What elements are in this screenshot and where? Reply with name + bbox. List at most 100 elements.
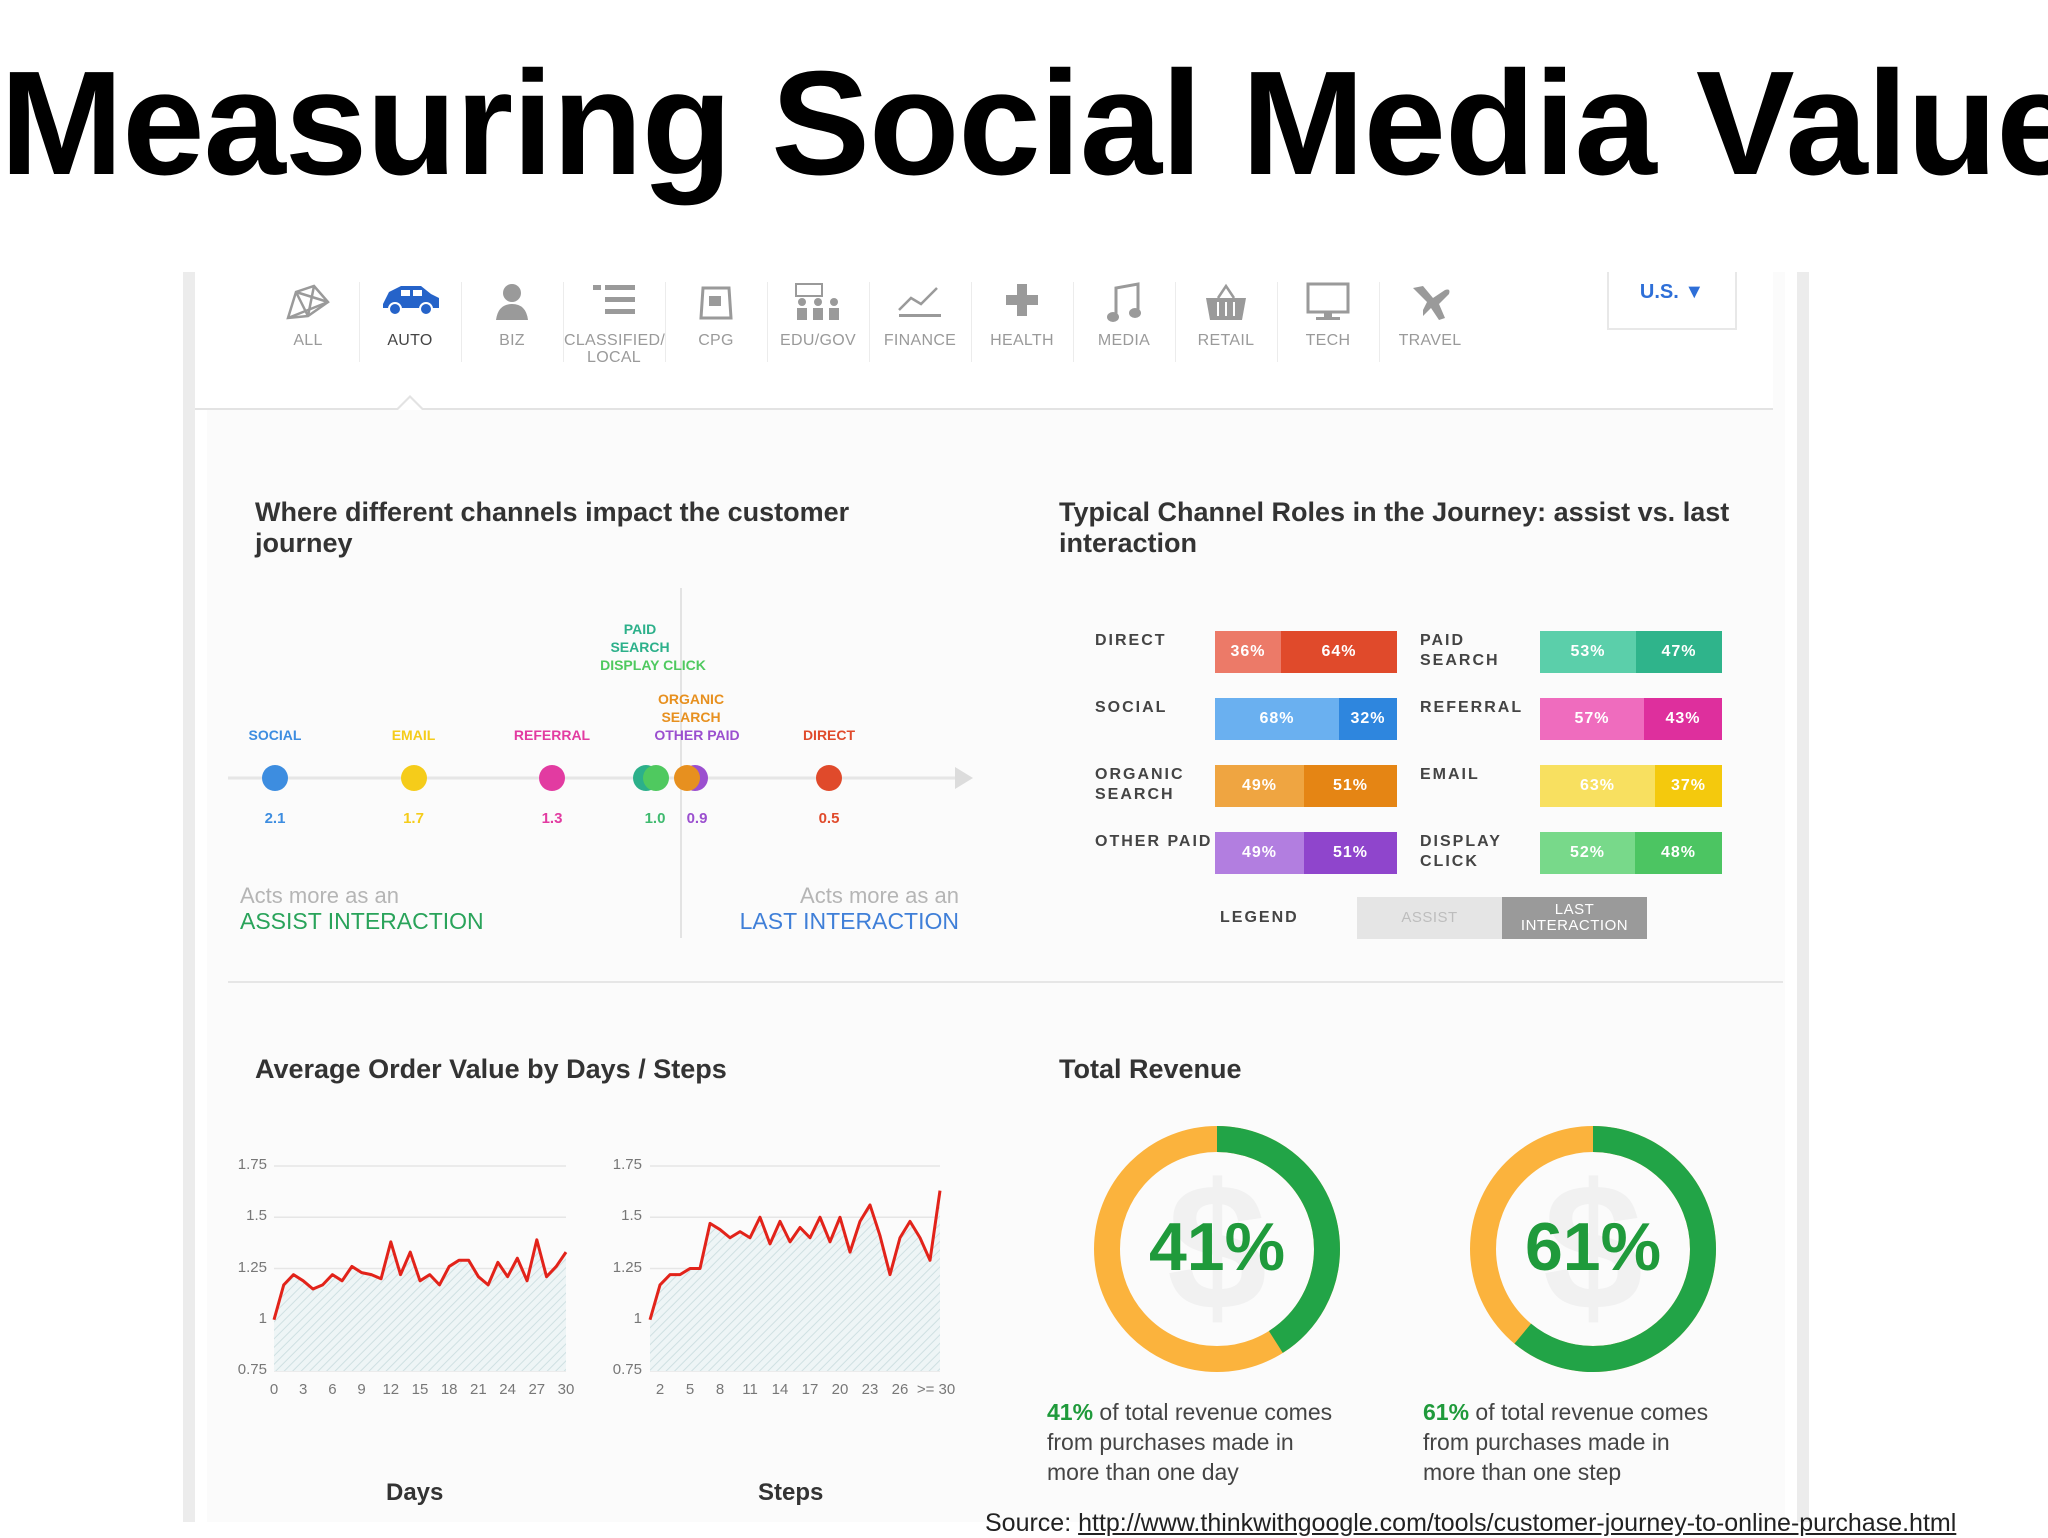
- network-chart-icon: [258, 272, 358, 332]
- source-link[interactable]: http://www.thinkwithgoogle.com/tools/cus…: [1078, 1509, 1957, 1537]
- channel-dot-referral: [539, 765, 565, 791]
- tab-label: TECH: [1305, 332, 1351, 349]
- channel-value: 2.1: [264, 810, 286, 827]
- aov-x-tick-days: 3: [299, 1381, 308, 1398]
- tab-biz[interactable]: BIZ: [462, 272, 562, 377]
- role-label-line2: SEARCH: [1095, 786, 1175, 803]
- role-label-line1: DISPLAY: [1420, 833, 1502, 850]
- steps-revenue-pct: 61%: [1423, 1399, 1470, 1425]
- aov-y-tick: 1.5: [621, 1207, 642, 1225]
- days-revenue-line2: from purchases made in: [1047, 1429, 1294, 1455]
- channel-dot-social: [262, 765, 288, 791]
- role-bar: 49% 51%: [1215, 765, 1397, 807]
- legend-last-line1: LAST: [1554, 901, 1595, 918]
- role-bar-last: 51%: [1304, 765, 1397, 807]
- role-bar-assist: 53%: [1540, 631, 1636, 673]
- role-bar-last: 64%: [1281, 631, 1397, 673]
- tab-label: CLASSIFIED/: [564, 332, 666, 349]
- music-note-icon: [1074, 272, 1174, 332]
- assist-caption: ASSIST INTERACTION: [240, 908, 484, 934]
- days-axis-title: Days: [386, 1479, 444, 1506]
- role-bar: 36% 64%: [1215, 631, 1397, 673]
- tab-edu-gov[interactable]: EDU/GOV: [768, 272, 868, 377]
- tab-label: RETAIL: [1197, 332, 1255, 349]
- tab-label: MEDIA: [1097, 332, 1151, 349]
- aov-area: [274, 1239, 566, 1371]
- tab-auto[interactable]: AUTO: [360, 272, 460, 377]
- role-label-line1: PAID: [1420, 632, 1466, 649]
- role-label-line1: EMAIL: [1420, 766, 1480, 783]
- channel-label: REFERRAL: [513, 727, 591, 743]
- dollar-icon: $: [1167, 1147, 1267, 1348]
- aov-x-tick-steps: 2: [655, 1381, 665, 1398]
- tab-label: ALL: [293, 332, 323, 349]
- tab-classified-local[interactable]: CLASSIFIED/LOCAL: [564, 272, 666, 377]
- role-bar-last: 48%: [1635, 832, 1722, 874]
- source-citation: Source: http://www.thinkwithgoogle.com/t…: [985, 1509, 1956, 1538]
- airplane-icon: [1380, 272, 1480, 332]
- channel-dot-display-click: [642, 765, 669, 791]
- active-tab-caret: [396, 395, 424, 410]
- aov-x-tick-days: 6: [328, 1381, 337, 1398]
- tab-all[interactable]: ALL: [258, 272, 358, 377]
- role-label: REFERRAL: [1420, 698, 1523, 718]
- tab-tech[interactable]: TECH: [1278, 272, 1378, 377]
- tab-separator: [1379, 282, 1380, 362]
- tab-finance[interactable]: FINANCE: [870, 272, 970, 377]
- channel-label: SOCIAL: [248, 727, 302, 743]
- steps-revenue-line3: more than one step: [1423, 1459, 1622, 1485]
- channel-value: 1.7: [403, 810, 424, 827]
- aov-x-tick-steps: 8: [715, 1381, 725, 1398]
- tab-label: EDU/GOV: [780, 332, 856, 349]
- role-bar: 49% 51%: [1215, 832, 1397, 874]
- aov-x-tick-days: 24: [499, 1381, 516, 1398]
- person-icon: [462, 272, 562, 332]
- tab-health[interactable]: HEALTH: [972, 272, 1072, 377]
- role-label-line2: SEARCH: [1420, 652, 1500, 669]
- aov-x-tick-days: 0: [269, 1381, 279, 1398]
- roles-title-line2: interaction: [1059, 528, 1198, 558]
- role-bar-last: 32%: [1339, 698, 1397, 740]
- dollar-icon: $: [1543, 1147, 1643, 1348]
- role-bar-last: 37%: [1655, 765, 1722, 807]
- days-revenue-line3: more than one day: [1047, 1459, 1239, 1485]
- tab-retail[interactable]: RETAIL: [1176, 272, 1276, 377]
- aov-y-tick: 1.75: [612, 1156, 642, 1173]
- aov-x-tick-steps: 5: [685, 1381, 695, 1398]
- aov-line: [272, 1238, 568, 1321]
- tab-label: LOCAL: [587, 349, 641, 366]
- package-icon: [666, 272, 766, 332]
- legend-assist: ASSIST: [1357, 897, 1502, 939]
- steps-revenue-line2: from purchases made in: [1423, 1429, 1670, 1455]
- channel-dot-direct: [816, 765, 842, 791]
- role-label: PAID SEARCH: [1420, 631, 1500, 671]
- role-label-line1: ORGANIC: [1095, 766, 1185, 783]
- tab-travel[interactable]: TRAVEL: [1380, 272, 1480, 377]
- aov-x-tick-steps: 14: [771, 1381, 789, 1398]
- stack-label-organic-other: SEARCH: [661, 709, 721, 725]
- role-bar-last: 43%: [1644, 698, 1722, 740]
- aov-x-tick-days: 15: [411, 1381, 429, 1398]
- stack-label-paid-display: PAID: [623, 621, 657, 637]
- role-label-line1: SOCIAL: [1095, 699, 1168, 716]
- role-bar-last: 51%: [1304, 832, 1397, 874]
- aov-x-tick-days: 18: [440, 1381, 458, 1398]
- role-bar: 63% 37%: [1540, 765, 1722, 807]
- country-selector[interactable]: U.S. ▼: [1607, 272, 1737, 330]
- category-nav: ALL AUTO BIZ CLASSIFIED/LOCAL CPG EDU/GOV FINA…: [195, 272, 1773, 410]
- aov-x-tick-days: 30: [557, 1381, 575, 1398]
- aov-y-tick: 0.75: [612, 1361, 642, 1378]
- tab-cpg[interactable]: CPG: [666, 272, 766, 377]
- plus-cross-icon: [972, 272, 1072, 332]
- trend-line-icon: [870, 272, 970, 332]
- aov-x-tick-steps: 17: [801, 1381, 819, 1398]
- aov-x-tick-days: 27: [528, 1381, 546, 1398]
- tab-separator: [563, 282, 564, 362]
- tab-media[interactable]: MEDIA: [1074, 272, 1174, 377]
- tab-label: BIZ: [499, 332, 525, 349]
- steps-axis-title: Steps: [758, 1479, 824, 1506]
- classroom-icon: [768, 272, 868, 332]
- aov-x-tick-days: 21: [470, 1381, 487, 1398]
- shopping-basket-icon: [1176, 272, 1276, 332]
